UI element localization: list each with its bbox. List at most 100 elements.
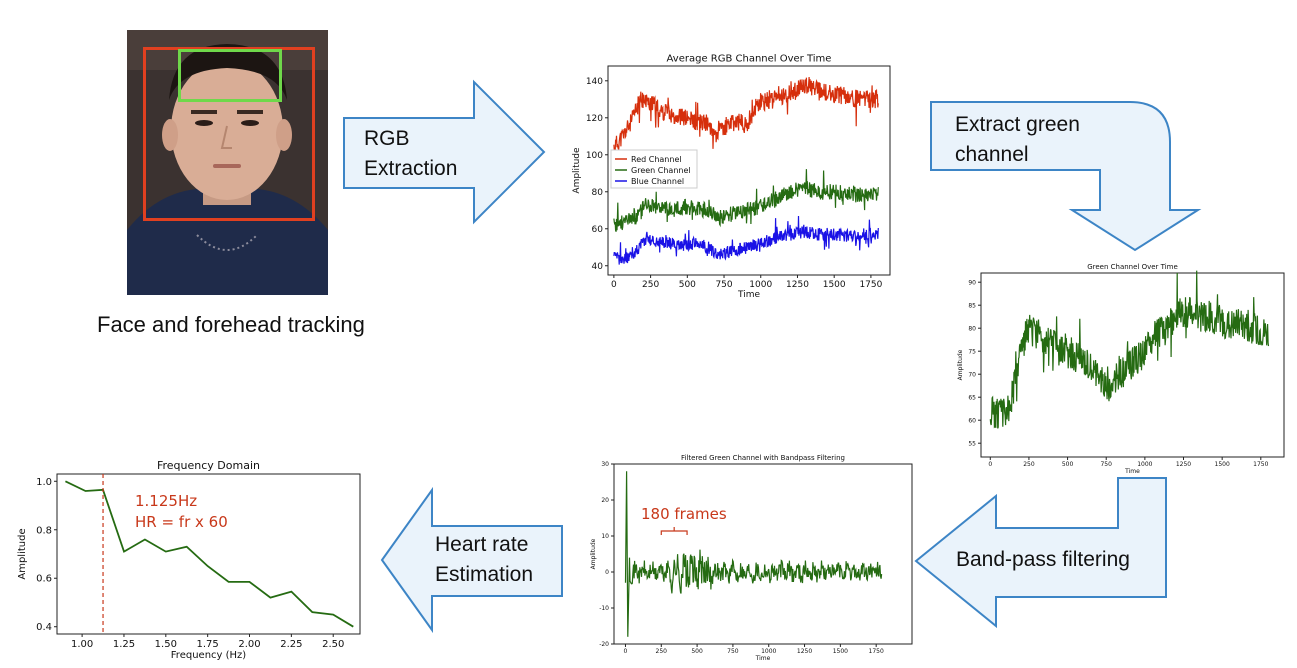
legend-entry: Green Channel bbox=[631, 166, 691, 175]
plot-frame bbox=[56, 473, 361, 635]
series-line-0 bbox=[624, 471, 883, 637]
y-tick-label: 0 bbox=[605, 569, 609, 576]
y-tick-label: 80 bbox=[968, 325, 976, 332]
x-tick-label: 0 bbox=[988, 461, 992, 468]
y-tick-label: -10 bbox=[599, 605, 609, 612]
x-axis-label: Frequency (Hz) bbox=[171, 650, 247, 661]
x-tick-label: 750 bbox=[1100, 461, 1112, 468]
forehead-bounding-box bbox=[178, 49, 282, 102]
y-tick-label: 75 bbox=[968, 348, 976, 355]
y-axis-label: Amplitude bbox=[572, 147, 582, 194]
rgb-extraction-line1: RGB bbox=[364, 127, 410, 150]
extract-green-line2: channel bbox=[955, 143, 1029, 166]
rgb-extraction-arrow bbox=[343, 79, 546, 225]
y-axis-label: Amplitude bbox=[590, 538, 597, 569]
series-line-0 bbox=[613, 76, 879, 152]
x-tick-label: 1.50 bbox=[155, 639, 177, 650]
x-tick-label: 1000 bbox=[761, 648, 776, 655]
y-tick-label: 20 bbox=[601, 497, 609, 504]
x-tick-label: 0 bbox=[624, 648, 628, 655]
extract-green-line1: Extract green bbox=[955, 113, 1080, 136]
face-bounding-box bbox=[143, 47, 315, 221]
x-tick-label: 1250 bbox=[1176, 461, 1191, 468]
plot-frame bbox=[613, 463, 913, 645]
x-tick-label: 1750 bbox=[859, 280, 882, 290]
x-tick-label: 500 bbox=[679, 280, 696, 290]
y-tick-label: 40 bbox=[592, 262, 604, 272]
face-illustration bbox=[127, 30, 328, 295]
plot-frame bbox=[607, 65, 891, 276]
x-tick-label: 1.75 bbox=[197, 639, 219, 650]
y-tick-label: 1.0 bbox=[36, 477, 52, 488]
y-tick-label: 90 bbox=[968, 279, 976, 286]
x-tick-label: 1500 bbox=[833, 648, 848, 655]
y-axis-label: Amplitude bbox=[17, 528, 28, 579]
face-photo bbox=[127, 30, 328, 295]
y-tick-label: 60 bbox=[592, 225, 604, 235]
x-tick-label: 1750 bbox=[1253, 461, 1268, 468]
hr-estimation-line2: Estimation bbox=[435, 563, 534, 586]
y-tick-label: 0.8 bbox=[36, 525, 52, 536]
chart-title: Average RGB Channel Over Time bbox=[667, 54, 832, 65]
y-tick-label: 70 bbox=[968, 371, 976, 378]
y-tick-label: -20 bbox=[599, 641, 609, 648]
bandpass-label: Band-pass filtering bbox=[956, 548, 1130, 571]
bandpass-arrow bbox=[914, 477, 1167, 629]
hr-formula-label: HR = fr x 60 bbox=[135, 513, 228, 531]
y-tick-label: 65 bbox=[968, 394, 976, 401]
extract-green-label: Extract green channel bbox=[955, 110, 1080, 170]
x-tick-label: 2.00 bbox=[238, 639, 260, 650]
x-tick-label: 1500 bbox=[823, 280, 846, 290]
y-tick-label: 10 bbox=[601, 533, 609, 540]
x-tick-label: 1250 bbox=[797, 648, 812, 655]
x-tick-label: 250 bbox=[1023, 461, 1035, 468]
x-tick-label: 0 bbox=[611, 280, 617, 290]
x-tick-label: 1500 bbox=[1215, 461, 1230, 468]
x-tick-label: 750 bbox=[727, 648, 739, 655]
series-line-0 bbox=[65, 480, 354, 628]
x-tick-label: 1000 bbox=[1137, 461, 1152, 468]
x-tick-label: 2.50 bbox=[322, 639, 344, 650]
x-tick-label: 500 bbox=[1062, 461, 1074, 468]
y-tick-label: 140 bbox=[586, 77, 603, 87]
legend-entry: Blue Channel bbox=[631, 177, 684, 186]
x-tick-label: 250 bbox=[656, 648, 668, 655]
rgb-extraction-line2: Extraction bbox=[364, 157, 458, 180]
x-tick-label: 1750 bbox=[869, 648, 884, 655]
extract-green-arrow bbox=[930, 101, 1202, 252]
y-tick-label: 100 bbox=[586, 151, 603, 161]
hr-estimation-label: Heart rate Estimation bbox=[435, 530, 533, 590]
x-tick-label: 250 bbox=[642, 280, 659, 290]
x-tick-label: 1.25 bbox=[113, 639, 135, 650]
hr-estimation-arrow bbox=[380, 486, 563, 634]
hr-estimation-line1: Heart rate bbox=[435, 533, 529, 556]
chart-background bbox=[20, 458, 365, 668]
series-line-0 bbox=[989, 270, 1270, 429]
x-tick-label: 1000 bbox=[749, 280, 772, 290]
y-tick-label: 0.6 bbox=[36, 574, 52, 585]
chart-title: Frequency Domain bbox=[157, 459, 260, 472]
y-tick-label: 85 bbox=[968, 302, 976, 309]
x-tick-label: 1250 bbox=[786, 280, 809, 290]
rgb-extraction-label: RGB Extraction bbox=[364, 124, 457, 184]
y-tick-label: 60 bbox=[968, 417, 976, 424]
x-tick-label: 500 bbox=[691, 648, 703, 655]
y-tick-label: 55 bbox=[968, 440, 976, 447]
chart-title: Green Channel Over Time bbox=[1087, 263, 1178, 271]
y-tick-label: 80 bbox=[592, 188, 604, 198]
plot-frame bbox=[980, 272, 1285, 458]
peak-frequency-label: 1.125Hz bbox=[135, 492, 197, 510]
y-tick-label: 30 bbox=[601, 461, 609, 468]
x-tick-label: 1.00 bbox=[71, 639, 93, 650]
y-tick-label: 0.4 bbox=[36, 622, 52, 633]
x-tick-label: 750 bbox=[715, 280, 732, 290]
legend-entry: Red Channel bbox=[631, 155, 682, 164]
x-axis-label: Time bbox=[755, 655, 771, 662]
y-axis-label: Amplitude bbox=[957, 349, 964, 380]
face-caption: Face and forehead tracking bbox=[97, 312, 365, 337]
